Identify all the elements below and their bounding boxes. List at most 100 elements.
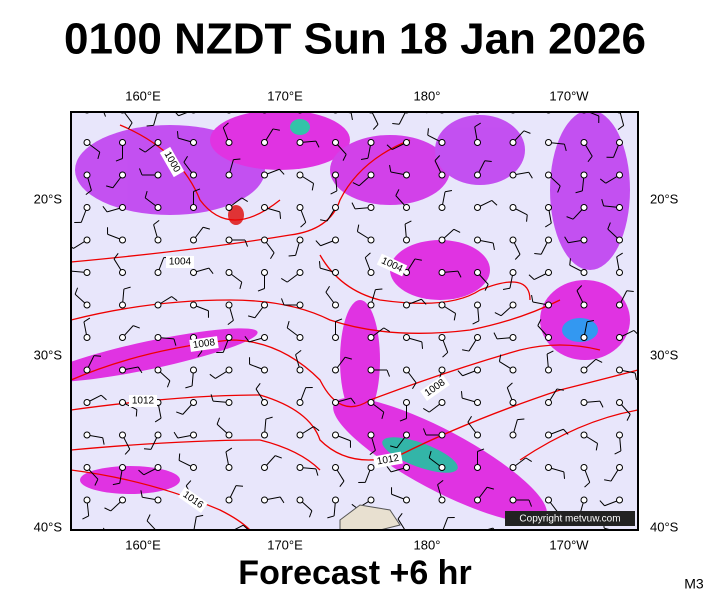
station: [545, 204, 552, 211]
barb-flag: [442, 352, 449, 358]
barb-flag: [185, 480, 192, 487]
station: [367, 269, 375, 276]
barb-flag: [563, 471, 566, 479]
station: [119, 139, 126, 146]
barb-flag: [526, 214, 528, 222]
barb-staff: [484, 527, 494, 530]
station: [509, 204, 517, 211]
lon-label-top: 180°: [414, 88, 441, 103]
barb-flag: [525, 457, 532, 462]
barb-flag: [584, 482, 591, 488]
barb-flag: [528, 171, 533, 179]
barb-flag: [517, 418, 525, 421]
station: [580, 139, 588, 146]
isobar-label-box: [166, 256, 194, 268]
station: [403, 431, 410, 439]
barb-flag: [486, 486, 495, 490]
station: [190, 204, 197, 211]
barb-flag: [176, 411, 183, 415]
station: [438, 204, 446, 211]
station: [438, 366, 446, 374]
barb-flag: [102, 437, 105, 445]
barb-flag: [351, 202, 356, 210]
station: [296, 334, 304, 341]
barb-flag: [135, 409, 138, 417]
isobar-label-box: [178, 487, 208, 513]
station: [403, 301, 410, 309]
barb-flag: [235, 485, 244, 487]
station: [403, 366, 410, 374]
station: [332, 269, 339, 276]
station: [474, 399, 481, 406]
rain: [290, 119, 310, 135]
lon-label-bottom: 160°E: [125, 537, 161, 552]
barb-flag: [247, 315, 256, 319]
barb-flag: [586, 320, 595, 323]
station: [403, 399, 410, 406]
station: [119, 269, 126, 276]
station: [261, 431, 268, 439]
isobar-label-text: 1004: [169, 257, 192, 268]
station: [332, 464, 339, 471]
barb-flag: [241, 197, 248, 202]
barb-flag: [275, 455, 282, 459]
isobar: [71, 139, 411, 263]
station: [190, 431, 197, 439]
isobar-label-box: [129, 395, 157, 407]
lon-label-bottom: 170°W: [549, 537, 589, 552]
barb-flag: [386, 369, 391, 377]
station: [296, 139, 304, 146]
barb-flag: [330, 190, 338, 195]
station: [616, 139, 623, 146]
barb-flag: [604, 479, 612, 482]
station: [332, 334, 339, 341]
station: [474, 139, 481, 146]
station: [545, 464, 552, 471]
station: [616, 269, 623, 276]
map-area: [71, 112, 638, 530]
isobar-label-box: [376, 253, 408, 277]
station: [332, 139, 339, 146]
barb-flag: [494, 312, 502, 317]
barb-flag: [569, 258, 571, 266]
barb-flag: [113, 253, 119, 260]
station: [580, 366, 588, 374]
station: [261, 464, 268, 471]
station: [509, 464, 517, 471]
station: [403, 496, 410, 504]
barb-flag: [295, 349, 302, 356]
station: [83, 236, 91, 244]
station: [545, 139, 552, 146]
barb-flag: [202, 226, 211, 230]
station: [154, 301, 162, 309]
barb-flag: [484, 160, 492, 162]
barb-flag: [523, 130, 531, 134]
station: [509, 399, 517, 406]
station: [261, 204, 268, 211]
barb-flag: [617, 125, 624, 130]
barb-flag: [176, 131, 179, 139]
barb-flag: [318, 261, 321, 269]
barb-flag: [564, 236, 569, 244]
station: [545, 399, 552, 406]
isobar-label-box: [373, 451, 403, 469]
isobar-label-box: [159, 146, 185, 178]
barb-flag: [344, 356, 353, 360]
station: [119, 301, 126, 309]
station: [83, 431, 91, 439]
barb-flag: [325, 286, 330, 293]
barb-flag: [315, 140, 320, 148]
barb-flag: [576, 285, 583, 291]
barb-flag: [124, 448, 131, 455]
barb-flag: [315, 240, 321, 247]
station: [616, 366, 623, 374]
barb-flag: [222, 122, 229, 128]
barb-flag: [421, 298, 427, 305]
station: [474, 464, 481, 471]
station: [367, 496, 375, 504]
station: [190, 301, 197, 309]
station: [438, 171, 446, 179]
barb-flag: [350, 397, 356, 404]
lat-label-right: 20°S: [650, 191, 679, 206]
